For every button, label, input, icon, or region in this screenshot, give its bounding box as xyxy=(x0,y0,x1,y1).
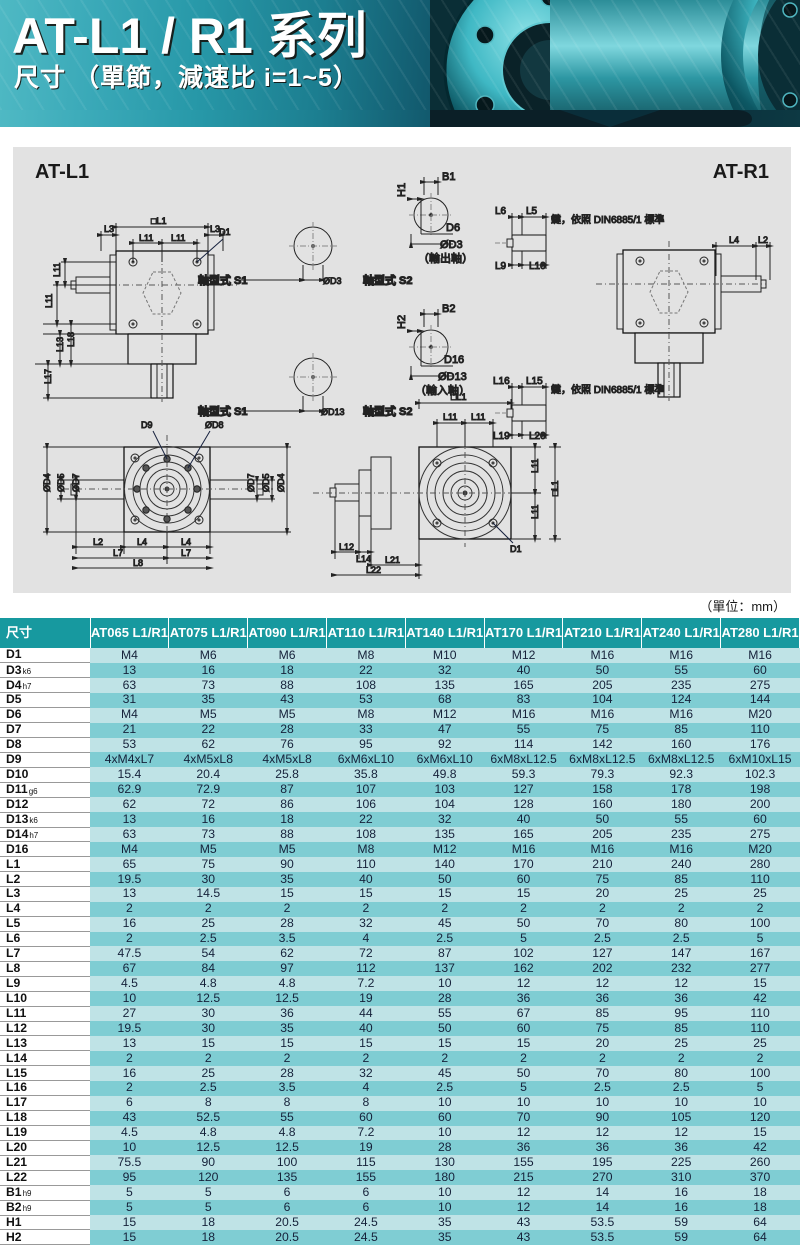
svg-text:L16: L16 xyxy=(493,376,510,387)
svg-text:D1: D1 xyxy=(219,227,231,237)
svg-text:ØD7: ØD7 xyxy=(246,473,256,492)
svg-text:L11: L11 xyxy=(139,233,153,243)
svg-text:D6: D6 xyxy=(446,222,460,234)
svg-text:D9: D9 xyxy=(141,420,153,430)
svg-text:L11: L11 xyxy=(52,263,62,277)
svg-text:L2: L2 xyxy=(93,537,103,547)
svg-text:ØD7: ØD7 xyxy=(71,473,81,492)
svg-text:L15: L15 xyxy=(526,376,543,387)
svg-text:L4: L4 xyxy=(181,537,191,547)
svg-text:鍵，依照 DIN6885/1 標準: 鍵，依照 DIN6885/1 標準 xyxy=(551,383,664,396)
svg-text:ØD8: ØD8 xyxy=(205,420,224,430)
svg-text:L4: L4 xyxy=(729,235,739,245)
svg-text:L4: L4 xyxy=(137,537,147,547)
svg-text:鍵，依照 DIN6885/1 標準: 鍵，依照 DIN6885/1 標準 xyxy=(551,213,664,226)
svg-text:L12: L12 xyxy=(339,542,354,552)
svg-text:ØD4: ØD4 xyxy=(42,473,52,492)
svg-text:L21: L21 xyxy=(385,555,400,565)
svg-text:D16: D16 xyxy=(444,354,464,366)
svg-text:軸型式 S1: 軸型式 S1 xyxy=(198,404,248,418)
svg-text:ØD4: ØD4 xyxy=(276,473,286,492)
svg-text:ØD3: ØD3 xyxy=(440,239,463,251)
svg-text:L11: L11 xyxy=(443,412,457,422)
svg-text:H2: H2 xyxy=(396,315,408,329)
svg-text:L7: L7 xyxy=(113,548,123,558)
svg-text:L17: L17 xyxy=(43,369,53,384)
svg-text:L9: L9 xyxy=(495,261,507,272)
svg-text:L14: L14 xyxy=(356,554,371,564)
svg-text:L2: L2 xyxy=(758,235,768,245)
svg-text:L20: L20 xyxy=(529,431,546,442)
svg-text:H1: H1 xyxy=(396,183,408,197)
svg-text:L11: L11 xyxy=(44,294,54,308)
svg-text:軸型式 S2: 軸型式 S2 xyxy=(363,404,413,418)
svg-text:ØD13: ØD13 xyxy=(321,407,345,417)
svg-text:L18: L18 xyxy=(66,332,76,347)
svg-text:L7: L7 xyxy=(181,548,191,558)
svg-text:L22: L22 xyxy=(366,565,381,575)
svg-text:L6: L6 xyxy=(495,206,507,217)
svg-text:ØD3: ØD3 xyxy=(323,276,342,286)
svg-text:軸型式 S2: 軸型式 S2 xyxy=(363,273,413,287)
svg-text:□L1: □L1 xyxy=(151,216,166,226)
svg-text:L8: L8 xyxy=(133,558,143,568)
svg-text:□L1: □L1 xyxy=(451,392,466,402)
svg-text:（輸出軸）: （輸出軸） xyxy=(418,251,473,265)
svg-text:L19: L19 xyxy=(493,431,510,442)
svg-text:ØD5: ØD5 xyxy=(56,473,66,492)
svg-text:軸型式 S1: 軸型式 S1 xyxy=(198,273,248,287)
svg-text:B1: B1 xyxy=(442,171,455,183)
svg-text:L11: L11 xyxy=(530,505,540,519)
svg-text:D1: D1 xyxy=(510,544,522,554)
svg-text:L11: L11 xyxy=(530,459,540,473)
svg-text:L5: L5 xyxy=(526,206,538,217)
svg-text:L10: L10 xyxy=(529,261,546,272)
svg-text:□L1: □L1 xyxy=(550,481,560,496)
svg-text:L13: L13 xyxy=(55,337,65,352)
svg-text:ØD5: ØD5 xyxy=(261,473,271,492)
svg-text:ØD13: ØD13 xyxy=(438,371,467,383)
svg-text:L11: L11 xyxy=(171,233,185,243)
svg-text:L3: L3 xyxy=(104,224,114,234)
svg-text:L11: L11 xyxy=(471,412,485,422)
svg-text:B2: B2 xyxy=(442,303,455,315)
